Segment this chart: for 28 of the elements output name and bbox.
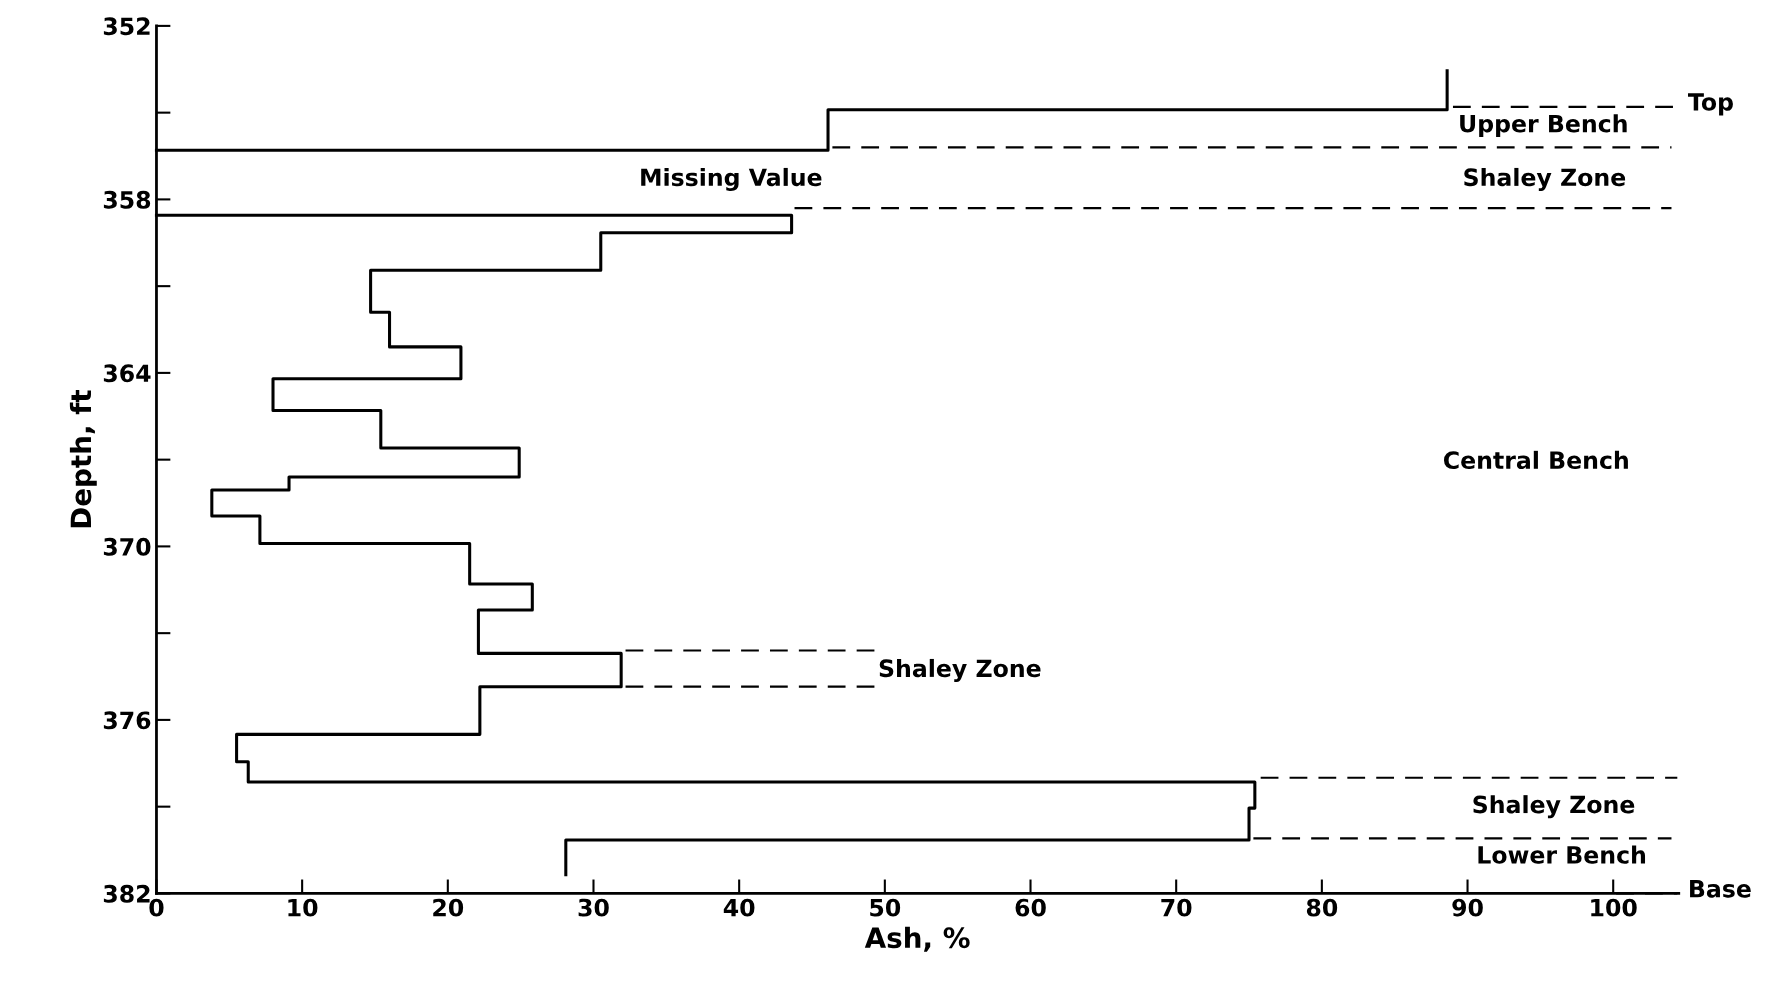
annotation: Shaley Zone (1473, 795, 1635, 819)
annotation: Shaley Zone (879, 658, 1041, 682)
x-tick-label: 60 (1015, 898, 1046, 917)
x-tick-label: 100 (1591, 898, 1637, 917)
text: Top (1688, 93, 1733, 116)
x-tick-label: 30 (578, 898, 609, 917)
x-tick-label: 20 (433, 898, 464, 917)
y-tick-label: 364 (103, 364, 151, 383)
x-tick-label: 0 (149, 898, 164, 917)
text: Base (1690, 880, 1751, 898)
x-tick-label: 80 (1306, 898, 1338, 917)
y-tick-label: 382 (103, 884, 150, 903)
annotation: Missing Value (641, 167, 822, 191)
y-tick-label: 376 (103, 711, 151, 730)
y-tick-label: 358 (103, 190, 151, 209)
annotation: Central Bench (1443, 450, 1628, 470)
annotation: Upper Bench (1460, 114, 1627, 138)
x-tick-label: 70 (1161, 898, 1192, 917)
x-tick-label: 40 (723, 898, 755, 917)
x-axis-title: Ash, % (864, 926, 970, 952)
annotation: Shaley Zone (1464, 167, 1626, 191)
y-tick-label: 352 (103, 17, 150, 36)
annotation: Lower Bench (1478, 845, 1646, 864)
x-tick-label: 10 (288, 898, 318, 917)
y-tick-label: 370 (103, 537, 151, 556)
x-tick-label: 90 (1452, 898, 1483, 917)
y-axis-title: Depth, ft (69, 390, 97, 528)
x-tick-label: 50 (870, 898, 901, 917)
